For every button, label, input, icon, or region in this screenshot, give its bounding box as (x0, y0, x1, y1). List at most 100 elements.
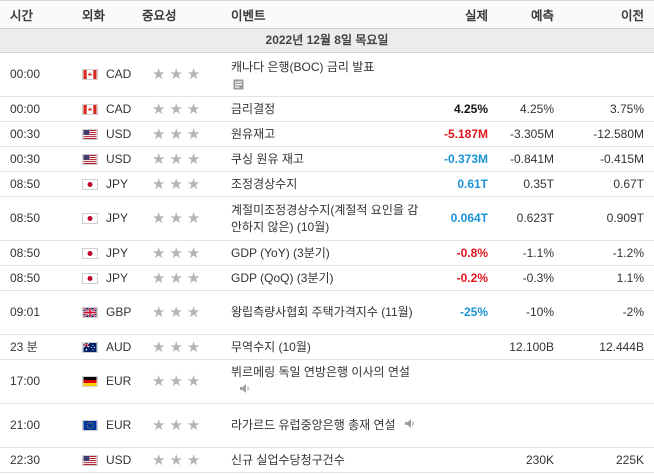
importance-stars: ★ ★ ★ (142, 305, 224, 320)
event-name[interactable]: 조정경상수지 (231, 176, 298, 191)
event-name[interactable]: 신규 실업수당청구건수 (231, 452, 345, 467)
header-time[interactable]: 시간 (0, 0, 68, 29)
event-time: 21:00 (0, 403, 68, 448)
event-name[interactable]: 뷔르메링 독일 연방은행 이사의 연설 (231, 365, 410, 380)
star-icon: ★ (169, 125, 183, 143)
star-icon: ★ (186, 125, 201, 143)
event-previous: -0.415M (564, 146, 654, 172)
event-row[interactable]: 08:50 JPY ★ ★ ★ 조정경상수지 0.61T 0.35T 0.67T (0, 171, 654, 197)
header-currency[interactable]: 외화 (68, 0, 138, 29)
star-icon: ★ (169, 304, 183, 321)
event-row[interactable]: 00:30 USD ★ ★ ★ 원유재고 -5.187M -3.305M -12.580M (0, 121, 654, 147)
event-previous: 3.75% (564, 96, 654, 122)
event-row[interactable]: 23 분 AUD ★ ★ ★ 무역수지 (10월) 12.100B 12.444B (0, 334, 654, 360)
event-previous (564, 52, 654, 97)
currency-code: JPY (106, 211, 129, 225)
event-name[interactable]: 원유재고 (231, 126, 276, 141)
star-icon: ★ (169, 66, 183, 83)
importance-stars: ★ ★ ★ (142, 152, 224, 167)
header-previous[interactable]: 이전 (564, 0, 654, 29)
event-previous: 225K (564, 447, 654, 473)
event-previous: 0.67T (564, 171, 654, 197)
importance-stars: ★ ★ ★ (142, 340, 224, 355)
event-time: 08:50 (0, 171, 68, 197)
event-row[interactable]: 00:30 USD ★ ★ ★ 쿠싱 원유 재고 -0.373M -0.841M -0.415M (0, 146, 654, 172)
event-row[interactable]: 08:50 JPY ★ ★ ★ GDP (YoY) (3분기) -0.8% -1.1% -1.2… (0, 240, 654, 266)
event-name[interactable]: 쿠싱 원유 재고 (231, 151, 304, 166)
event-name[interactable]: GDP (YoY) (3분기) (231, 245, 330, 260)
star-icon: ★ (186, 304, 201, 321)
star-icon: ★ (169, 175, 183, 193)
star-icon: ★ (169, 338, 183, 356)
star-icon: ★ (169, 451, 183, 469)
star-icon: ★ (186, 150, 201, 168)
star-icon: ★ (152, 338, 166, 356)
importance-stars: ★ ★ ★ (142, 418, 224, 433)
star-icon: ★ (152, 125, 166, 143)
flag-us-icon (82, 153, 98, 165)
currency-code: USD (106, 452, 132, 467)
document-icon[interactable] (233, 79, 419, 90)
event-actual: 0.61T (423, 171, 498, 197)
event-time: 00:00 (0, 52, 68, 97)
star-icon: ★ (152, 150, 166, 168)
event-name[interactable]: 라가르드 유럽중앙은행 총재 연설 (231, 417, 396, 432)
event-row[interactable]: 22:30 USD ★ ★ ★ 신규 실업수당청구건수 230K 225K (0, 447, 654, 473)
event-row[interactable]: 00:00 CAD ★ ★ ★ 캐나다 은행(BOC) 금리 발표 (0, 52, 654, 97)
currency-code: USD (106, 126, 132, 141)
star-icon: ★ (186, 210, 201, 227)
speaker-icon[interactable] (398, 417, 416, 434)
header-row: 시간 외화 중요성 이벤트 실제 예측 이전 (0, 0, 654, 29)
star-icon: ★ (152, 100, 166, 118)
event-row[interactable]: 08:50 JPY ★ ★ ★ 계절미조정경상수지(계절적 요인을 감안하지 않은) (1… (0, 196, 654, 241)
star-icon: ★ (186, 417, 201, 434)
event-previous: -12.580M (564, 121, 654, 147)
flag-gb-icon (82, 307, 98, 318)
star-icon: ★ (186, 66, 201, 83)
event-time: 09:01 (0, 290, 68, 335)
header-event[interactable]: 이벤트 (228, 0, 423, 29)
star-icon: ★ (152, 210, 166, 227)
star-icon: ★ (169, 210, 183, 227)
event-previous: 0.909T (564, 196, 654, 241)
event-actual: -0.373M (423, 146, 498, 172)
event-row[interactable]: 09:01 GBP ★ ★ ★ 왕립측량사협회 주택가격지수 (11월) -25% -10% -… (0, 290, 654, 335)
event-row[interactable]: 00:00 CAD ★ ★ ★ 금리결정 4.25% 4.25% 3.75% (0, 96, 654, 122)
header-forecast[interactable]: 예측 (498, 0, 564, 29)
header-actual[interactable]: 실제 (423, 0, 498, 29)
event-name[interactable]: 금리결정 (231, 101, 276, 116)
event-name[interactable]: 무역수지 (10월) (231, 339, 311, 354)
event-actual (423, 52, 498, 97)
star-icon: ★ (186, 175, 201, 193)
header-importance[interactable]: 중요성 (138, 0, 228, 29)
star-icon: ★ (152, 269, 166, 287)
event-previous: -1.2% (564, 240, 654, 266)
event-actual: 4.25% (423, 96, 498, 122)
event-row[interactable]: 17:00 EUR ★ ★ ★ 뷔르메링 독일 연방은행 이사의 연설 (0, 359, 654, 404)
event-forecast: -10% (498, 290, 564, 335)
importance-stars: ★ ★ ★ (142, 67, 224, 82)
event-actual (423, 447, 498, 473)
event-name[interactable]: 왕립측량사협회 주택가격지수 (11월) (231, 305, 413, 319)
event-name[interactable]: 캐나다 은행(BOC) 금리 발표 (231, 60, 375, 74)
flag-jp-icon (82, 272, 98, 284)
event-name[interactable]: 계절미조정경상수지(계절적 요인을 감안하지 않은) (10월) (231, 202, 419, 234)
event-time: 08:50 (0, 196, 68, 241)
event-time: 00:30 (0, 146, 68, 172)
event-row[interactable]: 21:00 EUR ★ ★ ★ 라가르드 유럽중앙은행 총재 연설 (0, 403, 654, 448)
event-actual (423, 334, 498, 360)
event-actual: -0.8% (423, 240, 498, 266)
event-forecast: -0.3% (498, 265, 564, 291)
flag-au-icon (82, 341, 98, 353)
event-forecast (498, 403, 564, 448)
star-icon: ★ (186, 100, 201, 118)
event-name[interactable]: GDP (QoQ) (3분기) (231, 270, 334, 285)
event-row[interactable]: 08:50 JPY ★ ★ ★ GDP (QoQ) (3분기) -0.2% -0.3% 1.1% (0, 265, 654, 291)
star-icon: ★ (152, 304, 166, 321)
currency-code: JPY (106, 176, 129, 191)
star-icon: ★ (169, 150, 183, 168)
speaker-icon[interactable] (233, 382, 251, 399)
currency-code: JPY (106, 245, 129, 260)
event-forecast: 12.100B (498, 334, 564, 360)
